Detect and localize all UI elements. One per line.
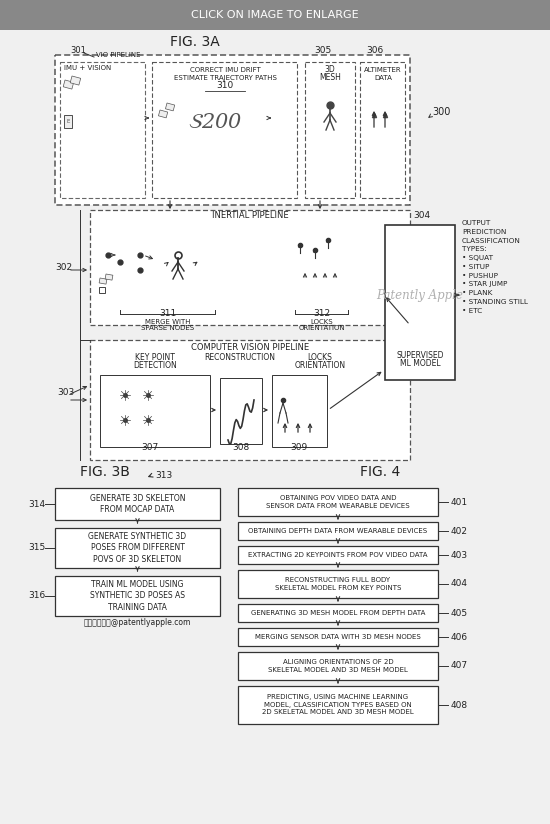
Bar xyxy=(0,0,550,30)
Bar xyxy=(238,570,438,598)
Bar xyxy=(238,652,438,680)
Text: 3D: 3D xyxy=(324,65,336,74)
Text: 302: 302 xyxy=(55,263,72,272)
Text: 403: 403 xyxy=(451,550,468,559)
Text: 313: 313 xyxy=(155,471,172,480)
Text: 408: 408 xyxy=(451,700,468,709)
Bar xyxy=(158,110,168,118)
Text: RECONSTRUCTING FULL BODY
SKELETAL MODEL FROM KEY POINTS: RECONSTRUCTING FULL BODY SKELETAL MODEL … xyxy=(275,578,401,591)
Text: DATA: DATA xyxy=(374,75,392,81)
Text: INERTIAL PIPELINE: INERTIAL PIPELINE xyxy=(212,211,288,220)
Text: DETECTION: DETECTION xyxy=(133,361,177,370)
Text: PREDICTING, USING MACHINE LEARNING
MODEL, CLASSIFICATION TYPES BASED ON
2D SKELE: PREDICTING, USING MACHINE LEARNING MODEL… xyxy=(262,695,414,715)
Text: GENERATE 3D SKELETON
FROM MOCAP DATA: GENERATE 3D SKELETON FROM MOCAP DATA xyxy=(90,494,185,514)
Text: ESTIMATE TRAJECTORY PATHS: ESTIMATE TRAJECTORY PATHS xyxy=(174,75,277,81)
Bar xyxy=(90,340,410,460)
Bar xyxy=(152,62,297,198)
Text: 304: 304 xyxy=(413,211,430,220)
Text: 311: 311 xyxy=(160,309,177,318)
Text: 316: 316 xyxy=(29,592,46,601)
Text: 401: 401 xyxy=(451,498,468,507)
Text: 315: 315 xyxy=(29,544,46,553)
Text: OUTPUT
PREDICTION
CLASSIFICATION
TYPES:
• SQUAT
• SITUP
• PUSHUP
• STAR JUMP
• P: OUTPUT PREDICTION CLASSIFICATION TYPES: … xyxy=(462,220,528,313)
Bar xyxy=(99,278,107,284)
Text: CORRECT IMU DRIFT: CORRECT IMU DRIFT xyxy=(190,67,260,73)
Text: 404: 404 xyxy=(451,579,468,588)
Text: MESH: MESH xyxy=(319,73,341,82)
Text: MERGE WITH: MERGE WITH xyxy=(145,319,191,325)
Text: GENERATE SYNTHETIC 3D
POSES FROM DIFFERENT
POVS OF 3D SKELETON: GENERATE SYNTHETIC 3D POSES FROM DIFFERE… xyxy=(89,531,186,564)
Bar xyxy=(238,522,438,540)
Bar xyxy=(55,528,220,568)
Text: EXTRACTING 2D KEYPOINTS FROM POV VIDEO DATA: EXTRACTING 2D KEYPOINTS FROM POV VIDEO D… xyxy=(248,552,428,558)
Text: ORIENTATION: ORIENTATION xyxy=(299,325,345,331)
Bar xyxy=(238,686,438,724)
Text: 308: 308 xyxy=(232,443,250,452)
Text: 305: 305 xyxy=(314,46,331,55)
Text: OBTAINING DEPTH DATA FROM WEARABLE DEVICES: OBTAINING DEPTH DATA FROM WEARABLE DEVIC… xyxy=(249,528,427,534)
Text: 阅读完整报告@patentlyapple.com: 阅读完整报告@patentlyapple.com xyxy=(83,618,191,627)
Text: ML MODEL: ML MODEL xyxy=(400,359,441,368)
Bar xyxy=(55,488,220,520)
Text: VIO PIPELINE: VIO PIPELINE xyxy=(96,52,140,58)
Text: ALIGNING ORIENTATIONS OF 2D
SKELETAL MODEL AND 3D MESH MODEL: ALIGNING ORIENTATIONS OF 2D SKELETAL MOD… xyxy=(268,659,408,672)
Bar xyxy=(60,62,145,198)
Text: GENERATING 3D MESH MODEL FROM DEPTH DATA: GENERATING 3D MESH MODEL FROM DEPTH DATA xyxy=(251,610,425,616)
Text: 406: 406 xyxy=(451,633,468,642)
Text: 303: 303 xyxy=(57,388,74,397)
Text: MERGING SENSOR DATA WITH 3D MESH NODES: MERGING SENSOR DATA WITH 3D MESH NODES xyxy=(255,634,421,640)
Text: FIG. 3B: FIG. 3B xyxy=(80,465,130,479)
Text: LOCKS: LOCKS xyxy=(307,353,332,362)
Text: 301: 301 xyxy=(70,46,86,55)
Text: 307: 307 xyxy=(141,443,158,452)
Text: TRAIN ML MODEL USING
SYNTHETIC 3D POSES AS
TRAINING DATA: TRAIN ML MODEL USING SYNTHETIC 3D POSES … xyxy=(90,580,185,612)
Text: 405: 405 xyxy=(451,608,468,617)
Bar xyxy=(64,115,72,128)
Bar xyxy=(63,80,74,89)
Bar xyxy=(166,103,175,111)
Bar xyxy=(55,576,220,616)
Text: KEY POINT: KEY POINT xyxy=(135,353,175,362)
Text: IMU + VISION: IMU + VISION xyxy=(64,65,111,71)
Bar xyxy=(238,628,438,646)
Text: 310: 310 xyxy=(216,81,234,90)
Bar xyxy=(305,62,355,198)
Text: ALTIMETER: ALTIMETER xyxy=(364,67,402,73)
Text: $\mathcal{S}$200: $\mathcal{S}$200 xyxy=(188,113,243,132)
Text: 402: 402 xyxy=(451,527,468,536)
Bar xyxy=(70,76,81,85)
Bar xyxy=(272,375,327,447)
Text: 312: 312 xyxy=(314,309,331,318)
Text: 306: 306 xyxy=(366,46,383,55)
Bar xyxy=(238,604,438,622)
Text: OBTAINING POV VIDEO DATA AND
SENSOR DATA FROM WEARABLE DEVICES: OBTAINING POV VIDEO DATA AND SENSOR DATA… xyxy=(266,495,410,508)
Text: 300: 300 xyxy=(432,107,450,117)
Text: 309: 309 xyxy=(290,443,307,452)
Text: LOCKS: LOCKS xyxy=(311,319,333,325)
Text: RECONSTRUCTION: RECONSTRUCTION xyxy=(205,353,276,362)
Bar xyxy=(55,55,410,205)
Bar xyxy=(100,375,210,447)
Bar xyxy=(385,225,455,380)
Text: FIG. 4: FIG. 4 xyxy=(360,465,400,479)
Bar xyxy=(360,62,405,198)
Text: E: E xyxy=(67,119,70,124)
Text: FIG. 3A: FIG. 3A xyxy=(170,35,220,49)
Bar xyxy=(238,546,438,564)
Text: ORIENTATION: ORIENTATION xyxy=(294,361,345,370)
Text: COMPUTER VISION PIPELINE: COMPUTER VISION PIPELINE xyxy=(191,343,309,352)
Bar xyxy=(238,488,438,516)
Text: SPARSE NODES: SPARSE NODES xyxy=(141,325,195,331)
Bar xyxy=(90,210,410,325)
Text: SUPERVISED: SUPERVISED xyxy=(396,351,444,360)
Bar xyxy=(105,274,113,280)
Bar xyxy=(220,378,262,444)
Text: 314: 314 xyxy=(29,499,46,508)
Text: 407: 407 xyxy=(451,662,468,671)
Text: Patently Apple: Patently Apple xyxy=(377,288,464,302)
Text: CLICK ON IMAGE TO ENLARGE: CLICK ON IMAGE TO ENLARGE xyxy=(191,10,359,20)
